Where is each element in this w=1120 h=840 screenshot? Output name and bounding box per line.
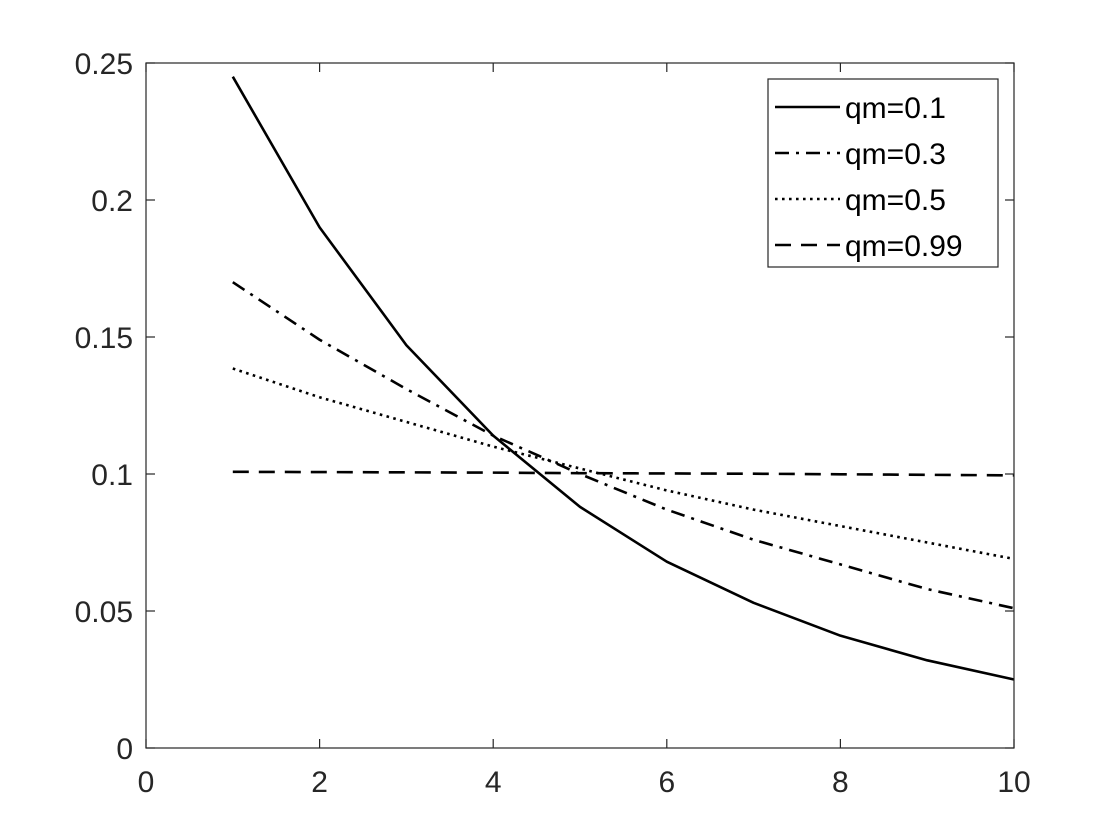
axes-layer: 0 2 4 6 8 10 0 0.05 0.1 0.15 0.2 0.25 [75,48,1031,799]
legend-label-2: qm=0.5 [845,184,946,217]
x-tick-label: 4 [485,766,502,799]
x-tick-label: 6 [658,766,675,799]
y-tick-label: 0.05 [75,596,133,629]
series-layer [231,76,1015,681]
series-line-2 [232,367,1015,561]
x-tick-label: 0 [138,766,155,799]
x-tick-label: 2 [311,766,328,799]
axes-box [145,62,1015,749]
legend-label-3: qm=0.99 [845,230,963,263]
y-tick-label: 0 [116,733,133,766]
y-tick-label: 0.15 [75,322,133,355]
y-tick-label: 0.1 [91,459,133,492]
x-tick-label: 10 [997,766,1030,799]
legend-label-1: qm=0.3 [845,138,946,171]
series-line-3 [232,470,1015,477]
series-line-0 [231,76,1015,681]
x-tick-label: 8 [832,766,849,799]
y-tick-label: 0.25 [75,48,133,81]
legend: qm=0.1 qm=0.3 qm=0.5 qm=0.99 [767,78,999,268]
legend-label-0: qm=0.1 [845,92,946,125]
y-tick-label: 0.2 [91,185,133,218]
legend-box [767,78,999,268]
series-line-1 [232,281,1015,610]
